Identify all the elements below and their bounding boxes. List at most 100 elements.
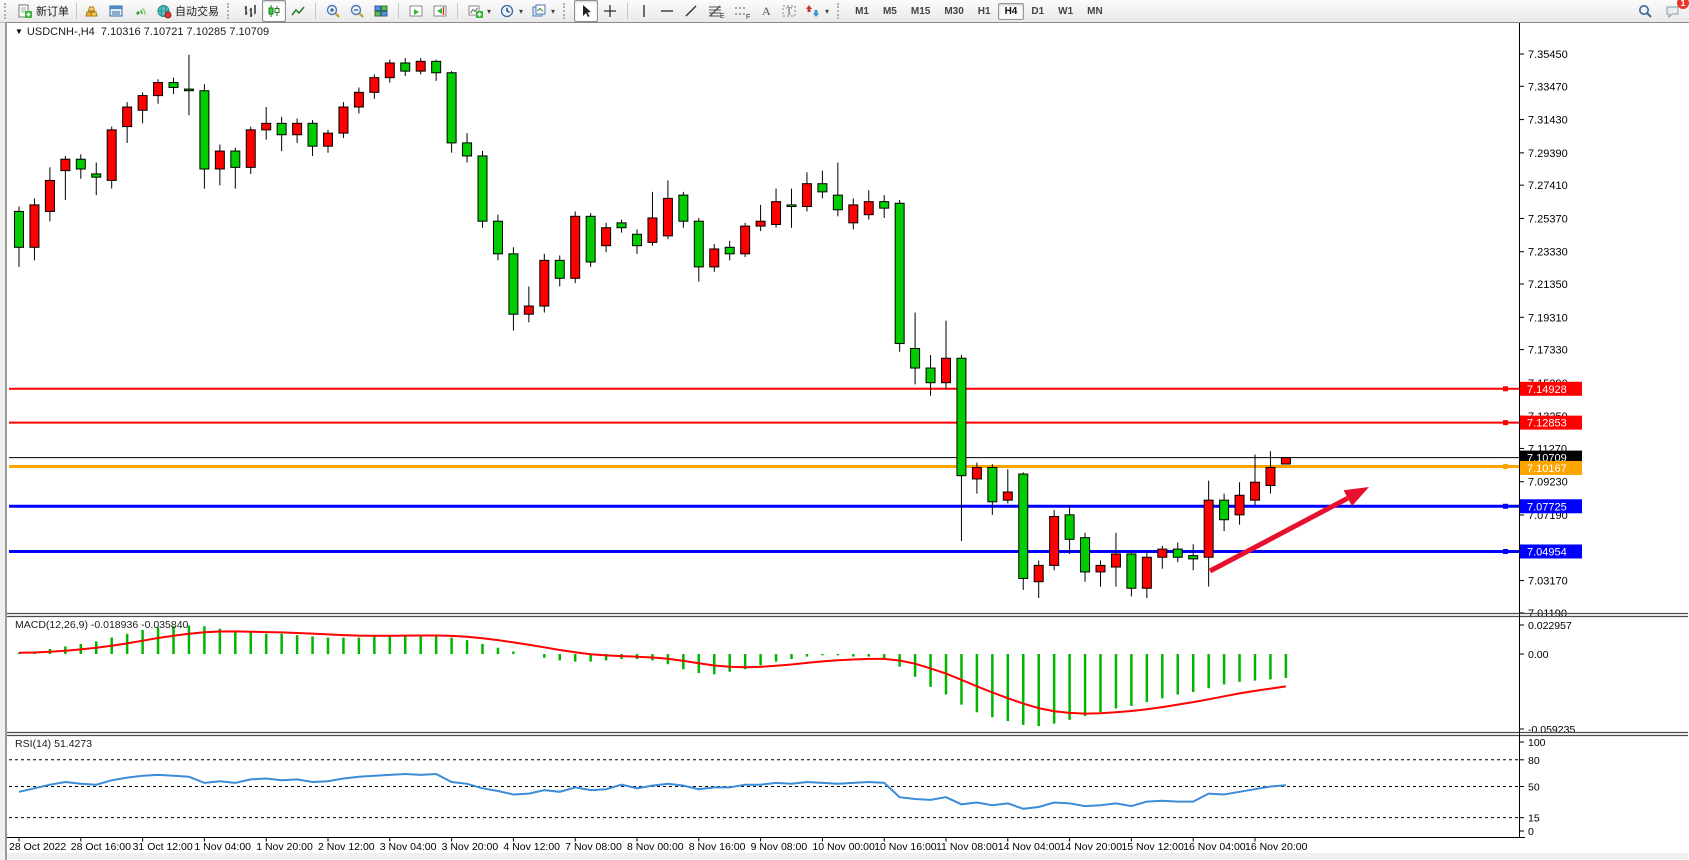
bar-chart-button[interactable] [238,0,262,22]
shapes-arrows-icon [805,3,821,19]
tile-windows-button[interactable] [369,0,393,22]
svg-text:7.33470: 7.33470 [1528,81,1568,93]
auto-scroll-icon [408,3,424,19]
dropdown-caret-icon[interactable]: ▾ [487,6,492,16]
line-chart-icon [290,3,306,19]
channel-icon: F [733,3,751,19]
candlestick-icon [266,3,282,19]
svg-text:7.09230: 7.09230 [1528,477,1568,489]
timeframe-W1[interactable]: W1 [1058,5,1074,17]
timeframe-M1[interactable]: M1 [855,5,869,17]
svg-text:7.19310: 7.19310 [1528,312,1568,324]
channel-tool-button[interactable]: F [729,0,755,22]
svg-text:A: A [762,4,771,18]
zoom-in-button[interactable] [321,0,345,22]
candlestick-chart-button[interactable] [262,0,286,22]
timeframe-M5[interactable]: M5 [882,5,897,17]
timeframe-D1[interactable]: D1 [1031,5,1045,17]
toolbar-group-setup: ▾ ▾ ▾ [461,0,561,22]
line-handle[interactable] [1503,386,1508,392]
horizontal-line-tool-button[interactable] [655,0,679,22]
tile-windows-icon [373,3,389,19]
rsi-value: 51.4273 [54,738,93,750]
trend-arrow-head[interactable] [1343,487,1369,507]
templates-button[interactable]: ▾ [527,0,559,22]
notifications-button[interactable]: 1 [1661,0,1689,22]
toolbar: 新订单 自动交易 [0,0,1689,23]
line-chart-button[interactable] [286,0,310,22]
fibonacci-tool-button[interactable]: E [703,0,729,22]
svg-text:7.17330: 7.17330 [1528,345,1568,357]
shapes-tool-button[interactable]: ▾ [801,0,833,22]
macd-indicator-label: MACD(12,26,9) -0.018936 -0.035840 [15,619,188,631]
zoom-out-button[interactable] [345,0,369,22]
trend-arrow[interactable] [1208,496,1349,574]
svg-text:7.10167: 7.10167 [1527,463,1567,475]
economic-calendar-button[interactable] [80,0,104,22]
market-watch-button[interactable] [104,0,128,22]
timeframe-H1[interactable]: H1 [977,5,991,17]
trendline-tool-button[interactable] [679,0,703,22]
line-handle[interactable] [1503,463,1508,469]
svg-text:16 Nov 04:00: 16 Nov 04:00 [1183,841,1246,853]
text-icon: A [759,3,773,19]
new-order-button[interactable]: 新订单 [13,0,73,22]
chart-shift-icon [432,3,448,19]
label-icon: T [781,3,797,19]
svg-text:31 Oct 12:00: 31 Oct 12:00 [133,841,193,853]
timeframe-M30[interactable]: M30 [944,5,964,17]
timeframe-MN[interactable]: MN [1087,5,1103,17]
indicators-button[interactable]: ▾ [463,0,495,22]
rsi-indicator-label: RSI(14) 51.4273 [15,738,92,750]
svg-text:14 Nov 04:00: 14 Nov 04:00 [998,841,1061,853]
dropdown-caret-icon[interactable]: ▾ [825,6,830,16]
auto-scroll-button[interactable] [404,0,428,22]
symbol-name: USDCNH-,H4 [26,26,95,38]
annotation-layer[interactable] [1208,487,1369,574]
line-handle[interactable] [1503,503,1508,509]
timeframe-H4[interactable]: H4 [997,2,1025,20]
new-order-label: 新订单 [36,6,69,18]
svg-text:7.27410: 7.27410 [1528,180,1568,192]
crosshair-tool-button[interactable] [598,0,622,22]
svg-text:7.35450: 7.35450 [1528,49,1568,61]
signal-waves-icon [132,3,148,19]
search-button[interactable] [1633,0,1657,22]
hlines-layer[interactable] [9,386,1519,554]
label-tool-button[interactable]: T [777,0,801,22]
dropdown-caret-icon[interactable]: ▾ [551,6,556,16]
line-handle[interactable] [1503,420,1508,426]
timeframe-M15[interactable]: M15 [910,5,931,17]
svg-text:50: 50 [1528,782,1540,794]
svg-text:1 Nov 04:00: 1 Nov 04:00 [194,841,251,853]
toolbar-separator [76,3,77,19]
toolbar-group-charttype [236,0,312,22]
fibonacci-icon: E [707,3,725,19]
chart-shift-button[interactable] [428,0,452,22]
toolbar-group-cursor [572,0,624,22]
autotrade-button[interactable]: 自动交易 [152,0,223,22]
notification-badge: 1 [1677,0,1689,9]
vertical-line-tool-button[interactable] [633,0,655,22]
collapse-triangle-icon[interactable]: ▼ [15,27,23,36]
periods-button[interactable]: ▾ [495,0,527,22]
toolbar-separator [627,3,629,19]
autotrade-globe-icon [156,3,172,19]
cursor-tool-button[interactable] [574,0,599,22]
search-icon [1637,3,1653,19]
text-tool-button[interactable]: A [755,0,777,22]
signals-button[interactable] [128,0,152,22]
svg-text:1 Nov 20:00: 1 Nov 20:00 [256,841,313,853]
chart-canvas[interactable]: 7.35450 7.33470 7.31430 7.29390 7.27410 7.253… [7,23,1688,859]
toolbar-grip [227,3,234,19]
svg-text:15: 15 [1528,813,1540,825]
dropdown-caret-icon[interactable]: ▾ [519,6,524,16]
svg-text:7 Nov 08:00: 7 Nov 08:00 [565,841,622,853]
line-handle[interactable] [1503,548,1508,554]
svg-text:7.29390: 7.29390 [1528,148,1568,160]
cursor-arrow-icon [578,3,594,19]
new-order-icon [17,3,33,19]
svg-text:7.14928: 7.14928 [1527,384,1567,396]
toolbar-grip [563,3,570,19]
